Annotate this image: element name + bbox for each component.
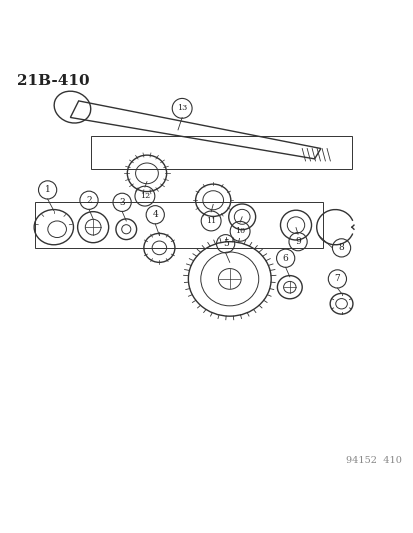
- Text: 6: 6: [282, 254, 288, 263]
- Text: 7: 7: [334, 274, 339, 284]
- Text: 12: 12: [140, 192, 150, 200]
- Text: 3: 3: [119, 198, 125, 207]
- Text: 5: 5: [222, 239, 228, 248]
- Text: 11: 11: [206, 217, 216, 225]
- Text: 10: 10: [235, 227, 244, 235]
- Text: 1: 1: [45, 185, 50, 195]
- Text: 2: 2: [86, 196, 92, 205]
- Text: 9: 9: [294, 237, 300, 246]
- Text: 94152  410: 94152 410: [345, 456, 401, 465]
- Text: 13: 13: [177, 104, 187, 112]
- Text: 8: 8: [338, 244, 344, 252]
- Text: 4: 4: [152, 210, 158, 219]
- Text: 21B-410: 21B-410: [17, 74, 89, 88]
